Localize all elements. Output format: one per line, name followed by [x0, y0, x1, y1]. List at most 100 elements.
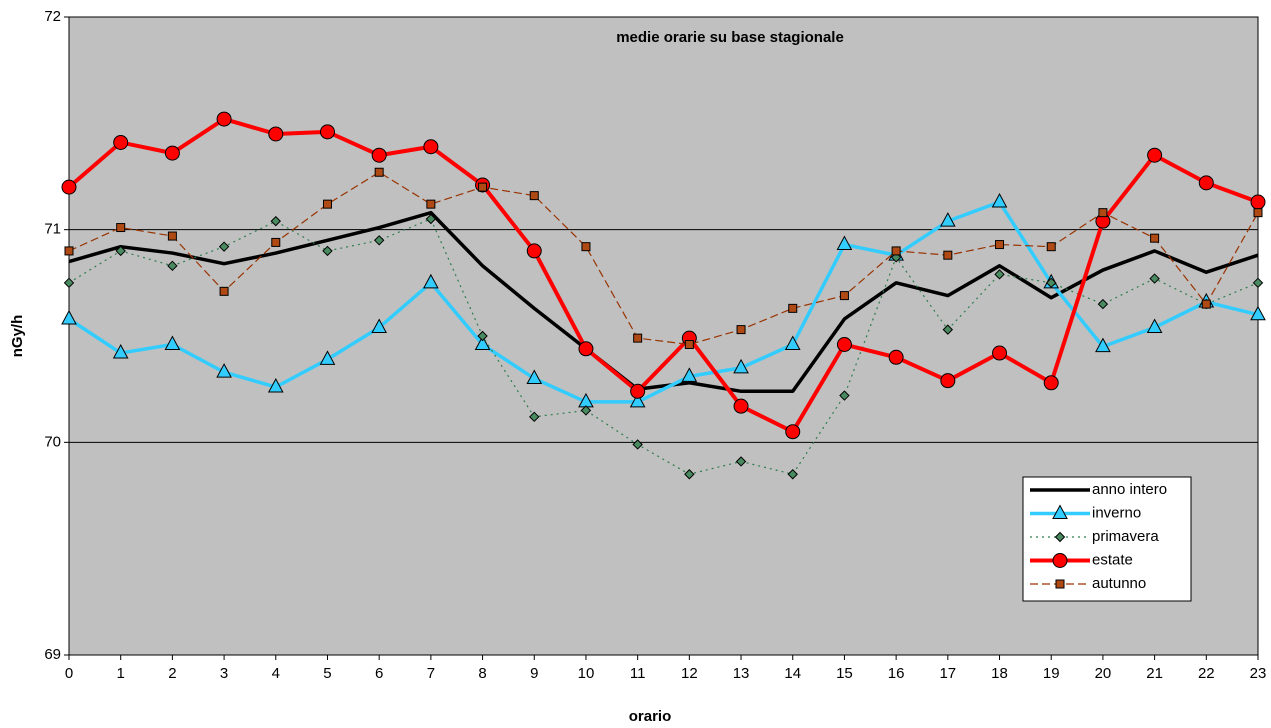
marker — [632, 439, 643, 450]
marker — [423, 139, 439, 155]
marker — [219, 286, 229, 296]
marker — [1146, 318, 1163, 333]
x-tick-label: 11 — [630, 665, 646, 682]
marker — [529, 411, 540, 423]
x-tick-label: 17 — [939, 665, 956, 682]
marker — [425, 213, 437, 225]
marker — [167, 231, 177, 241]
marker — [681, 367, 698, 382]
marker — [735, 456, 747, 467]
marker — [580, 405, 592, 416]
series-line — [68, 200, 1259, 404]
marker — [943, 250, 953, 260]
marker — [1250, 194, 1266, 210]
marker — [116, 223, 126, 233]
marker — [64, 246, 74, 256]
x-tick-label: 1 — [117, 665, 125, 682]
x-tick-label: 22 — [1198, 665, 1215, 682]
marker — [1201, 299, 1211, 309]
marker — [61, 309, 77, 325]
x-tick-label: 9 — [530, 665, 538, 682]
marker — [1150, 233, 1160, 243]
marker — [216, 363, 232, 378]
marker — [61, 179, 77, 195]
marker — [940, 373, 956, 389]
marker — [164, 335, 181, 351]
marker — [1046, 277, 1057, 289]
y-tick-label: 70 — [44, 433, 61, 450]
marker — [1052, 553, 1068, 568]
marker — [371, 318, 388, 333]
marker — [322, 199, 332, 209]
marker — [1250, 305, 1266, 321]
x-tick-label: 14 — [784, 665, 801, 682]
marker — [939, 212, 956, 227]
x-tick-label: 6 — [375, 665, 383, 682]
marker — [1055, 579, 1065, 589]
marker — [1097, 298, 1109, 310]
marker — [787, 469, 798, 480]
marker — [1052, 504, 1068, 519]
marker — [63, 277, 75, 289]
marker — [474, 335, 491, 351]
legend — [1022, 476, 1192, 602]
marker — [1095, 337, 1111, 353]
x-tick-label: 18 — [991, 665, 1008, 682]
x-tick-label: 16 — [888, 665, 905, 682]
marker — [788, 303, 798, 313]
x-tick-label: 23 — [1250, 665, 1267, 682]
marker — [1149, 273, 1160, 284]
marker — [994, 269, 1005, 280]
marker — [1253, 208, 1263, 218]
marker — [371, 147, 387, 163]
x-tick-label: 19 — [1043, 665, 1060, 682]
marker — [888, 349, 904, 365]
marker — [270, 215, 281, 227]
marker — [319, 124, 335, 140]
x-tick-label: 3 — [220, 665, 228, 682]
marker — [891, 246, 901, 256]
x-tick-label: 13 — [733, 665, 750, 682]
series-line — [67, 117, 1259, 434]
marker — [216, 111, 232, 127]
marker — [784, 335, 801, 351]
marker — [578, 341, 594, 357]
marker — [995, 240, 1005, 250]
marker — [529, 191, 539, 201]
x-tick-label: 5 — [323, 665, 331, 682]
legend-label: autunno — [1092, 575, 1146, 592]
marker — [477, 330, 488, 342]
marker — [991, 192, 1008, 208]
marker — [1046, 242, 1056, 252]
y-tick-label: 69 — [44, 646, 61, 663]
marker — [839, 291, 849, 301]
marker — [684, 469, 695, 480]
marker — [526, 369, 543, 385]
marker — [426, 199, 436, 209]
marker — [271, 237, 281, 247]
legend-label: anno intero — [1092, 481, 1167, 498]
marker — [629, 392, 646, 408]
y-tick-label: 72 — [44, 8, 61, 25]
y-tick-label: 71 — [44, 221, 61, 238]
marker — [836, 235, 853, 251]
x-tick-label: 7 — [427, 665, 435, 682]
marker — [1054, 531, 1066, 543]
legend-label: estate — [1092, 551, 1133, 568]
marker — [1252, 277, 1264, 289]
marker — [322, 245, 333, 257]
y-axis-label: nGy/h — [9, 315, 26, 358]
marker — [112, 343, 129, 359]
x-tick-label: 20 — [1095, 665, 1112, 682]
marker — [733, 398, 749, 414]
marker — [992, 345, 1008, 361]
marker — [1198, 175, 1214, 191]
marker — [526, 243, 542, 259]
marker — [267, 377, 284, 393]
marker — [736, 325, 746, 335]
marker — [167, 260, 178, 272]
marker — [218, 241, 230, 252]
marker — [478, 182, 488, 192]
